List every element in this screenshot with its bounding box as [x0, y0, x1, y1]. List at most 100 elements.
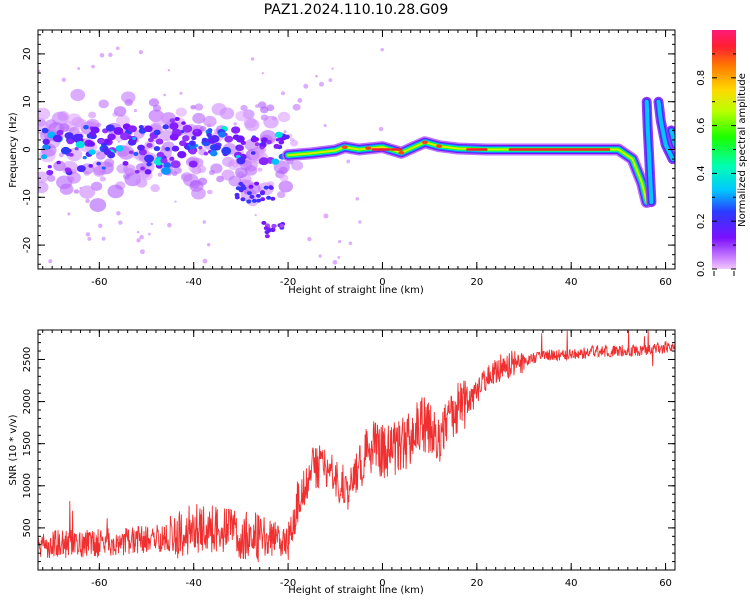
spectrogram-blob [169, 118, 176, 123]
spectrogram-blob [132, 136, 137, 141]
spectrogram-haze-blob [70, 88, 86, 102]
snr-y-axis-label: SNR (10 * v/v) [8, 414, 19, 485]
spectrogram-haze-blob [113, 106, 127, 117]
spectrogram-haze-blob [181, 174, 188, 180]
spectrogram-haze-blob [235, 110, 248, 122]
spectrogram-faint-dot [85, 198, 90, 204]
snr-x-axis-label: Height of straight line (km) [288, 585, 424, 596]
spectrogram-blob [246, 199, 252, 204]
spectrogram-haze-blob [89, 198, 107, 212]
spectrogram-faint-dot [148, 232, 151, 236]
spectrogram-x-tick-label: -40 [186, 277, 202, 288]
spectrogram-haze-blob [192, 112, 206, 124]
spectrogram-blob [161, 166, 171, 175]
snr-y-tick-label: 500 [22, 518, 33, 537]
spectrogram-blob [266, 139, 272, 145]
spectrogram-ticks: -60 -40 -20 0 20 40 60 -20 -10 0 10 20 [22, 30, 676, 288]
spectrogram-blob [42, 138, 50, 145]
spectrogram-blob [103, 138, 111, 145]
spectrogram-blob [236, 157, 246, 165]
spectrogram-blob [268, 185, 274, 190]
spectrogram-blob [207, 128, 213, 133]
spectrogram-faint-dot [116, 46, 120, 51]
spectrogram-blob [248, 184, 254, 189]
spectrogram-hotspot [365, 146, 372, 150]
spectrogram-faint-dot [98, 223, 103, 228]
spectrogram-faint-dot [315, 74, 318, 78]
spectrogram-blob [271, 158, 280, 165]
spectrogram-edge-band [656, 99, 675, 162]
spectrogram-blob [266, 195, 272, 200]
spectrogram-faint-dot [139, 249, 145, 255]
spectrogram-faint-dot [202, 258, 208, 264]
spectrogram-blob [72, 133, 83, 142]
spectrogram-blob [177, 150, 187, 159]
snr-x-tick-label: -20 [280, 578, 296, 589]
spectrogram-blob [178, 140, 187, 147]
spectrogram-faint-dot [136, 238, 141, 243]
spectrogram-haze-blob [68, 176, 75, 182]
spectrogram-blob [56, 129, 64, 136]
spectrogram-blob [107, 133, 116, 141]
spectrogram-haze-blob [99, 176, 106, 182]
spectrogram-haze-blob [197, 177, 208, 186]
spectrogram-haze-blob [207, 189, 213, 195]
spectrogram-blob [42, 144, 50, 150]
spectrogram-faint-dot [174, 200, 177, 203]
spectrogram-blob [273, 143, 280, 149]
spectrogram-y-tick-label: 10 [22, 95, 33, 108]
spectrogram-blob [274, 131, 283, 138]
spectrogram-haze-blob [79, 185, 96, 199]
spectrogram-blob [133, 151, 139, 156]
spectrogram-blob [75, 140, 85, 149]
spectrogram-x-tick-label: 40 [565, 277, 578, 288]
spectrogram-haze-blob [191, 187, 206, 200]
spectrogram-faint-dot [303, 83, 309, 89]
spectrogram-blob [181, 121, 186, 125]
spectrogram-haze-blob [203, 115, 217, 128]
snr-x-tick-label: -60 [91, 578, 107, 589]
spectrogram-blob [278, 139, 285, 145]
spectrogram-haze-blob [263, 115, 279, 129]
spectrogram-blob [120, 132, 130, 141]
spectrogram-faint-dot [283, 130, 287, 134]
spectrogram-blob [258, 157, 269, 166]
spectrogram-blob [283, 136, 288, 140]
spectrogram-haze-blob [216, 175, 225, 183]
spectrogram-faint-dot [167, 69, 171, 72]
spectrogram-faint-dot [48, 259, 53, 264]
spectrogram-blob [74, 146, 79, 151]
spectrogram-blob [170, 160, 181, 169]
spectrogram-faint-dot [163, 93, 166, 97]
spectrogram-y-tick-label: 20 [22, 48, 33, 61]
spectrogram-blob [275, 138, 280, 142]
spectrogram-haze-blob [210, 163, 223, 174]
spectrogram-x-tick-label: 20 [470, 277, 483, 288]
spectrogram-faint-dot [337, 255, 341, 259]
spectrogram-blob [271, 223, 277, 228]
spectrogram-x-tick-label: 0 [379, 277, 385, 288]
spectrogram-faint-dot [118, 220, 123, 225]
spectrogram-blob [238, 186, 244, 191]
spectrogram-haze-blob [103, 158, 115, 167]
spectrogram-blob [105, 124, 115, 132]
spectrogram-blob [256, 198, 262, 203]
figure-title: PAZ1.2024.110.10.28.G09 [264, 2, 449, 18]
spectrogram-haze-blob [276, 191, 286, 199]
spectrogram-faint-dot [101, 236, 106, 241]
spectrogram-panel: -60 -40 -20 0 20 40 60 -20 -10 0 10 20 Height of st… [8, 29, 676, 296]
spectrogram-y-tick-label: 0 [22, 146, 33, 152]
spectrogram-blob [182, 124, 193, 133]
spectrogram-blob [155, 138, 164, 145]
spectrogram-haze-blob [38, 107, 51, 121]
spectrogram-haze-blob [173, 166, 182, 174]
colorbar-tick-label: 0.8 [696, 70, 707, 86]
spectrogram-faint-dot [318, 81, 324, 87]
spectrogram-blob [83, 124, 89, 130]
spectrogram-haze-blob [194, 103, 204, 111]
spectrogram-blob [88, 149, 96, 155]
spectrogram-blob [198, 146, 203, 150]
snr-frame [37, 329, 676, 571]
colorbar-tick-label: 0.4 [696, 165, 707, 181]
spectrogram-faint-dot [230, 161, 233, 164]
